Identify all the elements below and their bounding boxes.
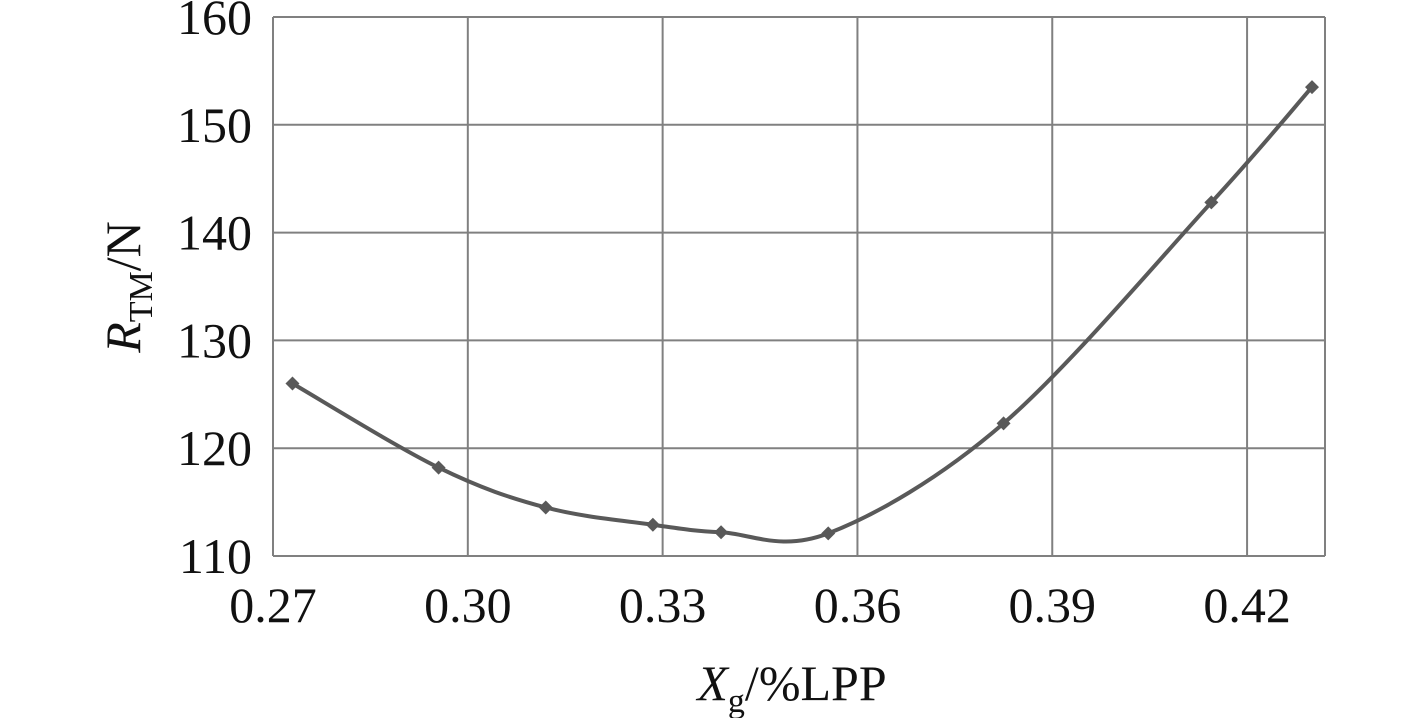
x-tick-label: 0.36 <box>814 577 902 633</box>
y-tick-labels: 110 120 130 140 150 160 <box>177 0 252 584</box>
x-tick-label: 0.39 <box>1009 577 1097 633</box>
x-tick-label: 0.30 <box>424 577 512 633</box>
x-axis-label-main: X <box>695 655 730 711</box>
y-tick-label: 140 <box>177 205 252 261</box>
data-point-marker <box>1204 195 1219 210</box>
y-tick-label: 120 <box>177 420 252 476</box>
data-point-marker <box>431 460 446 475</box>
grid-lines <box>272 16 1326 557</box>
data-point-marker <box>996 416 1011 431</box>
y-axis-label-main: R <box>95 322 151 354</box>
x-tick-label: 0.33 <box>619 577 707 633</box>
x-tick-labels: 0.27 0.30 0.33 0.36 0.39 0.42 <box>229 577 1291 633</box>
series-curve-layer <box>291 85 1314 544</box>
data-point-marker <box>538 500 553 515</box>
y-axis-label-suffix: /N <box>95 221 151 271</box>
y-axis-label: RTM/N <box>95 221 160 354</box>
y-tick-label: 130 <box>177 312 252 368</box>
x-tick-label: 0.27 <box>229 577 317 633</box>
data-point-marker <box>285 376 300 391</box>
data-point-marker <box>645 517 660 532</box>
x-tick-label: 0.42 <box>1203 577 1291 633</box>
y-tick-label: 110 <box>179 528 252 584</box>
series-line <box>291 85 1314 544</box>
y-tick-label: 160 <box>177 0 252 45</box>
y-axis-label-sub: TM <box>123 271 160 322</box>
x-axis-label: Xg/%LPP <box>695 655 886 718</box>
y-tick-label: 150 <box>177 97 252 153</box>
x-axis-label-suffix: /%LPP <box>745 655 887 711</box>
data-point-marker <box>1305 80 1320 95</box>
x-axis-label-sub: g <box>728 683 745 718</box>
data-point-marker <box>714 525 729 540</box>
data-point-marker <box>821 526 836 541</box>
data-points <box>285 80 1320 541</box>
